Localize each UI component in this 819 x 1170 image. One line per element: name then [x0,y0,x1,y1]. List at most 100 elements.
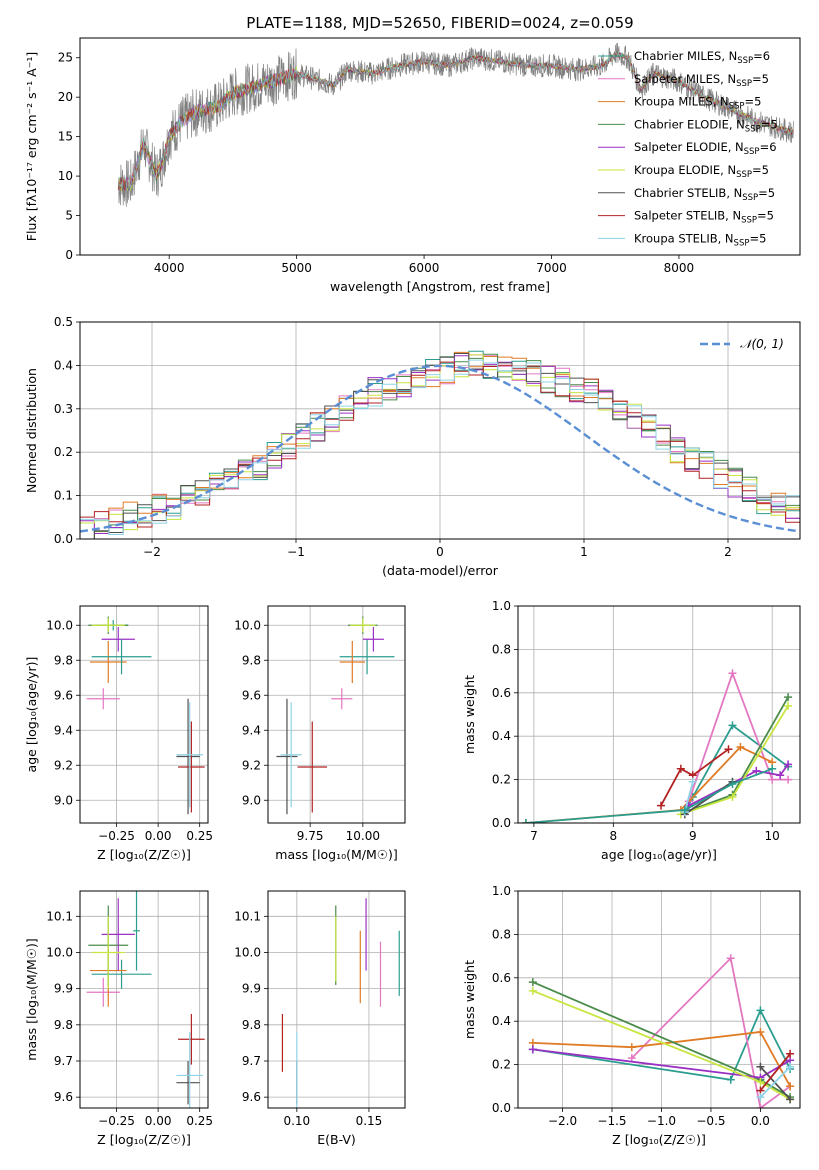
y-tick-label: 9.7 [54,1054,73,1068]
x-tick-label: 0.25 [186,829,213,843]
x-tick-label: 0.00 [145,1114,172,1128]
x-tick-label: 0.00 [145,829,172,843]
x-tick-label: 1 [580,545,588,559]
y-tick-label: 9.9 [242,982,261,996]
axes-frame [517,890,801,1109]
x-tick-label: 10 [765,829,780,843]
y-tick-label: 20 [58,90,73,104]
weight-marker [676,764,685,773]
weight-marker [786,1095,795,1104]
y-tick-label: 9.9 [54,982,73,996]
weight-line [759,1066,791,1098]
legend-count: =5 [758,186,775,200]
y-tick-label: 9.8 [242,1018,261,1032]
weight-marker [656,801,665,810]
x-tick-label: 0.10 [283,1114,310,1128]
weight-line [525,767,773,823]
x-tick-label: −1.5 [597,1114,626,1128]
weight-marker [528,1045,537,1054]
y-tick-label: 9.2 [54,758,73,772]
x-tick-label: −0.25 [98,829,135,843]
weight-line [759,1053,791,1092]
legend-count: =6 [753,49,770,63]
legend-count: =5 [757,209,774,223]
figure-title: PLATE=1188, MJD=52650, FIBERID=0024, z=0… [246,14,633,32]
weight-marker [756,1077,765,1086]
y-tick-label: 0.4 [492,729,511,743]
y-axis-label: mass weight [462,675,477,754]
legend-entry-label: Chabrier STELIB, NSSP=5 [634,186,775,203]
y-tick-label: 0.1 [54,489,73,503]
x-axis-label: mass [log₁₀(M/M☉)] [275,847,397,862]
y-axis-label: mass weight [462,960,477,1039]
weight-marker [688,777,697,786]
y-tick-label: 10.1 [234,909,261,923]
x-tick-label: 0 [436,545,444,559]
weight-marker [768,775,777,784]
y-tick-label: 1.0 [492,884,511,898]
weight-marker [528,978,537,987]
y-tick-label: 9.6 [242,1090,261,1104]
weight-marker [756,1062,765,1071]
y-tick-label: 0.6 [492,686,511,700]
weight-marker [768,764,777,773]
legend-count: =6 [760,140,777,154]
panel-mass-vs-extinction: 0.10 0.15 9.6 9.7 9.8 9.9 10.0 10.1 E(B-V) [234,890,406,1147]
legend-subscript: SSP [734,238,750,248]
y-tick-label: 9.8 [54,1018,73,1032]
legend-entry-label: Salpeter STELIB, NSSP=5 [634,209,774,226]
plot-area-mass-vs-metallicity [86,891,205,1108]
legend-count: =5 [761,117,778,131]
x-tick-label: 10.00 [346,829,380,843]
axes-frame [267,890,406,1109]
y-tick-label: 1.0 [492,599,511,613]
legend-entry-label: Chabrier ELODIE, NSSP=5 [634,117,778,134]
y-tick-label: 9.8 [54,653,73,667]
weight-marker [784,701,793,710]
x-tick-label: −2.0 [548,1114,577,1128]
x-axis-label: wavelength [Angstrom, rest frame] [330,279,550,294]
y-tick-label: 9.6 [242,688,261,702]
legend-subscript: SSP [729,102,745,112]
weight-marker [728,721,737,730]
weight-marker [784,693,793,702]
weight-marker [728,779,737,788]
weight-marker [784,775,793,784]
weight-marker [752,766,761,775]
y-axis-label: age [log₁₀(age/yr)] [24,657,39,773]
legend-entry-label: Chabrier MILES, NSSP=6 [634,49,770,66]
y-tick-label: 9.2 [242,758,261,772]
weight-marker [756,1006,765,1015]
y-tick-label: 10.0 [234,945,261,959]
panel-mass-vs-metallicity: −0.25 0.00 0.25 9.6 9.7 9.8 9.9 10.0 10.1 Z [log₁… [24,890,213,1147]
y-tick-label: 5 [65,209,73,223]
y-tick-label: 10.0 [46,945,73,959]
weight-line [687,670,789,802]
x-tick-label: 2 [724,545,732,559]
axes-frame [79,605,209,824]
y-tick-label: 0.3 [54,402,73,416]
legend-subscript: SSP [744,147,760,157]
legend-entry-label: Kroupa ELODIE, NSSP=5 [634,163,769,180]
panels: 4000 5000 6000 7000 80000510152025wavelength… [24,37,801,1147]
panel-mass-weight-vs-metallicity: −2.0 −1.5 −1.0 −0.5 0.0 0.0 0.2 0.4 0.6 0.8 1.0 Z [… [462,884,801,1147]
plot-area-age-vs-metallicity [86,616,205,815]
y-tick-label: 0.2 [492,773,511,787]
weight-line [684,781,734,816]
y-tick-label: 9.7 [242,1054,261,1068]
weight-marker [627,1043,636,1052]
x-axis-label: Z [log₁₀(Z/Z☉)] [97,1132,191,1147]
y-tick-label: 25 [58,51,73,65]
y-tick-label: 0 [65,248,73,262]
y-tick-label: 0.8 [492,927,511,941]
y-tick-label: 0.2 [492,1058,511,1072]
x-tick-label: 0.15 [356,1114,383,1128]
legend-count: =5 [744,95,761,109]
y-tick-label: 9.4 [54,723,73,737]
weight-marker [728,792,737,801]
x-tick-label: −0.25 [98,1114,135,1128]
normal-curve [80,364,800,533]
y-tick-label: 10 [58,169,73,183]
x-tick-label: 5000 [281,261,312,275]
